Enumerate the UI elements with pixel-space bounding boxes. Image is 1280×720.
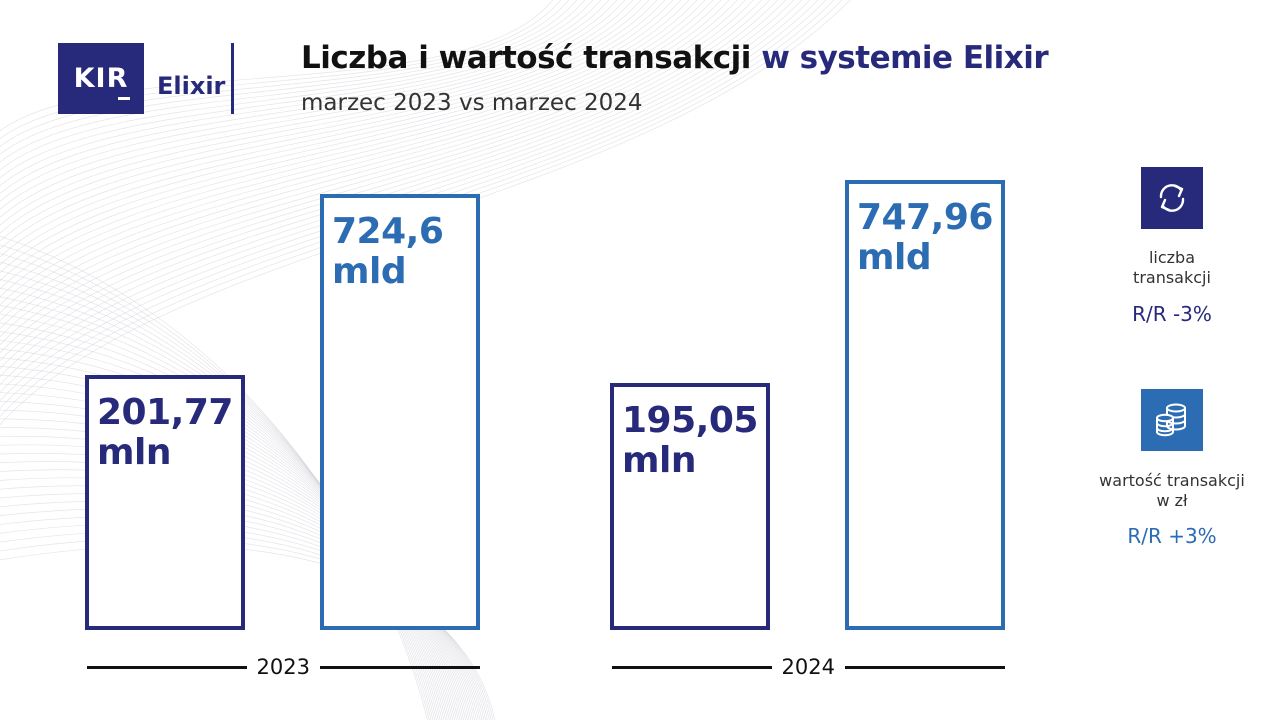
background-wave-line (0, 0, 666, 720)
background-wave-line (0, 0, 561, 720)
kir-logo: KIR (58, 43, 144, 114)
background-wave-line (0, 0, 650, 720)
logo-divider (231, 43, 234, 114)
page-title: Liczba i wartość transakcji w systemie E… (301, 40, 1049, 76)
elixir-logo-text: Elixir (157, 72, 226, 100)
bar-data-label: 724,6 mld (332, 211, 444, 293)
background-wave-line (0, 0, 609, 720)
background-wave-line (0, 0, 553, 720)
kir-logo-text: KIR (73, 63, 129, 94)
year-label-2024: 2024 (771, 655, 845, 679)
bar-data-label: 747,96 mld (857, 197, 993, 278)
background-wave-line (0, 0, 569, 720)
background-wave-line (0, 0, 633, 720)
background-wave-line (0, 0, 658, 720)
page-subtitle: marzec 2023 vs marzec 2024 (301, 90, 643, 116)
bar-value-2023: 724,6 mld (320, 194, 480, 630)
title-part-2: w systemie Elixir (761, 40, 1049, 76)
bar-count-2024: 195,05 mln (610, 383, 770, 630)
bar-data-label: 195,05 mln (622, 400, 758, 482)
coins-stack-icon (1141, 389, 1203, 451)
bar-data-label: 201,77 mln (97, 392, 233, 473)
legend-value-label: wartość transakcji w zł (1099, 471, 1245, 510)
background-wave-line (0, 0, 577, 720)
bar-value-2024: 747,96 mld (845, 180, 1005, 630)
bar-count-2023: 201,77 mln (85, 375, 245, 630)
title-part-1: Liczba i wartość transakcji (301, 40, 751, 76)
legend-count-change: R/R -3% (1132, 302, 1212, 326)
background-wave-line (0, 0, 642, 720)
legend-value-change: R/R +3% (1127, 524, 1217, 548)
year-label-2023: 2023 (246, 655, 320, 679)
arrows-exchange-icon (1141, 167, 1203, 229)
legend-count-label: liczba transakcji (1133, 248, 1211, 287)
background-wave-line (0, 0, 585, 720)
kir-logo-underscore (118, 97, 130, 100)
background-wave-line (0, 0, 601, 720)
background-wave-line (0, 0, 625, 720)
background-wave-line (0, 0, 617, 720)
